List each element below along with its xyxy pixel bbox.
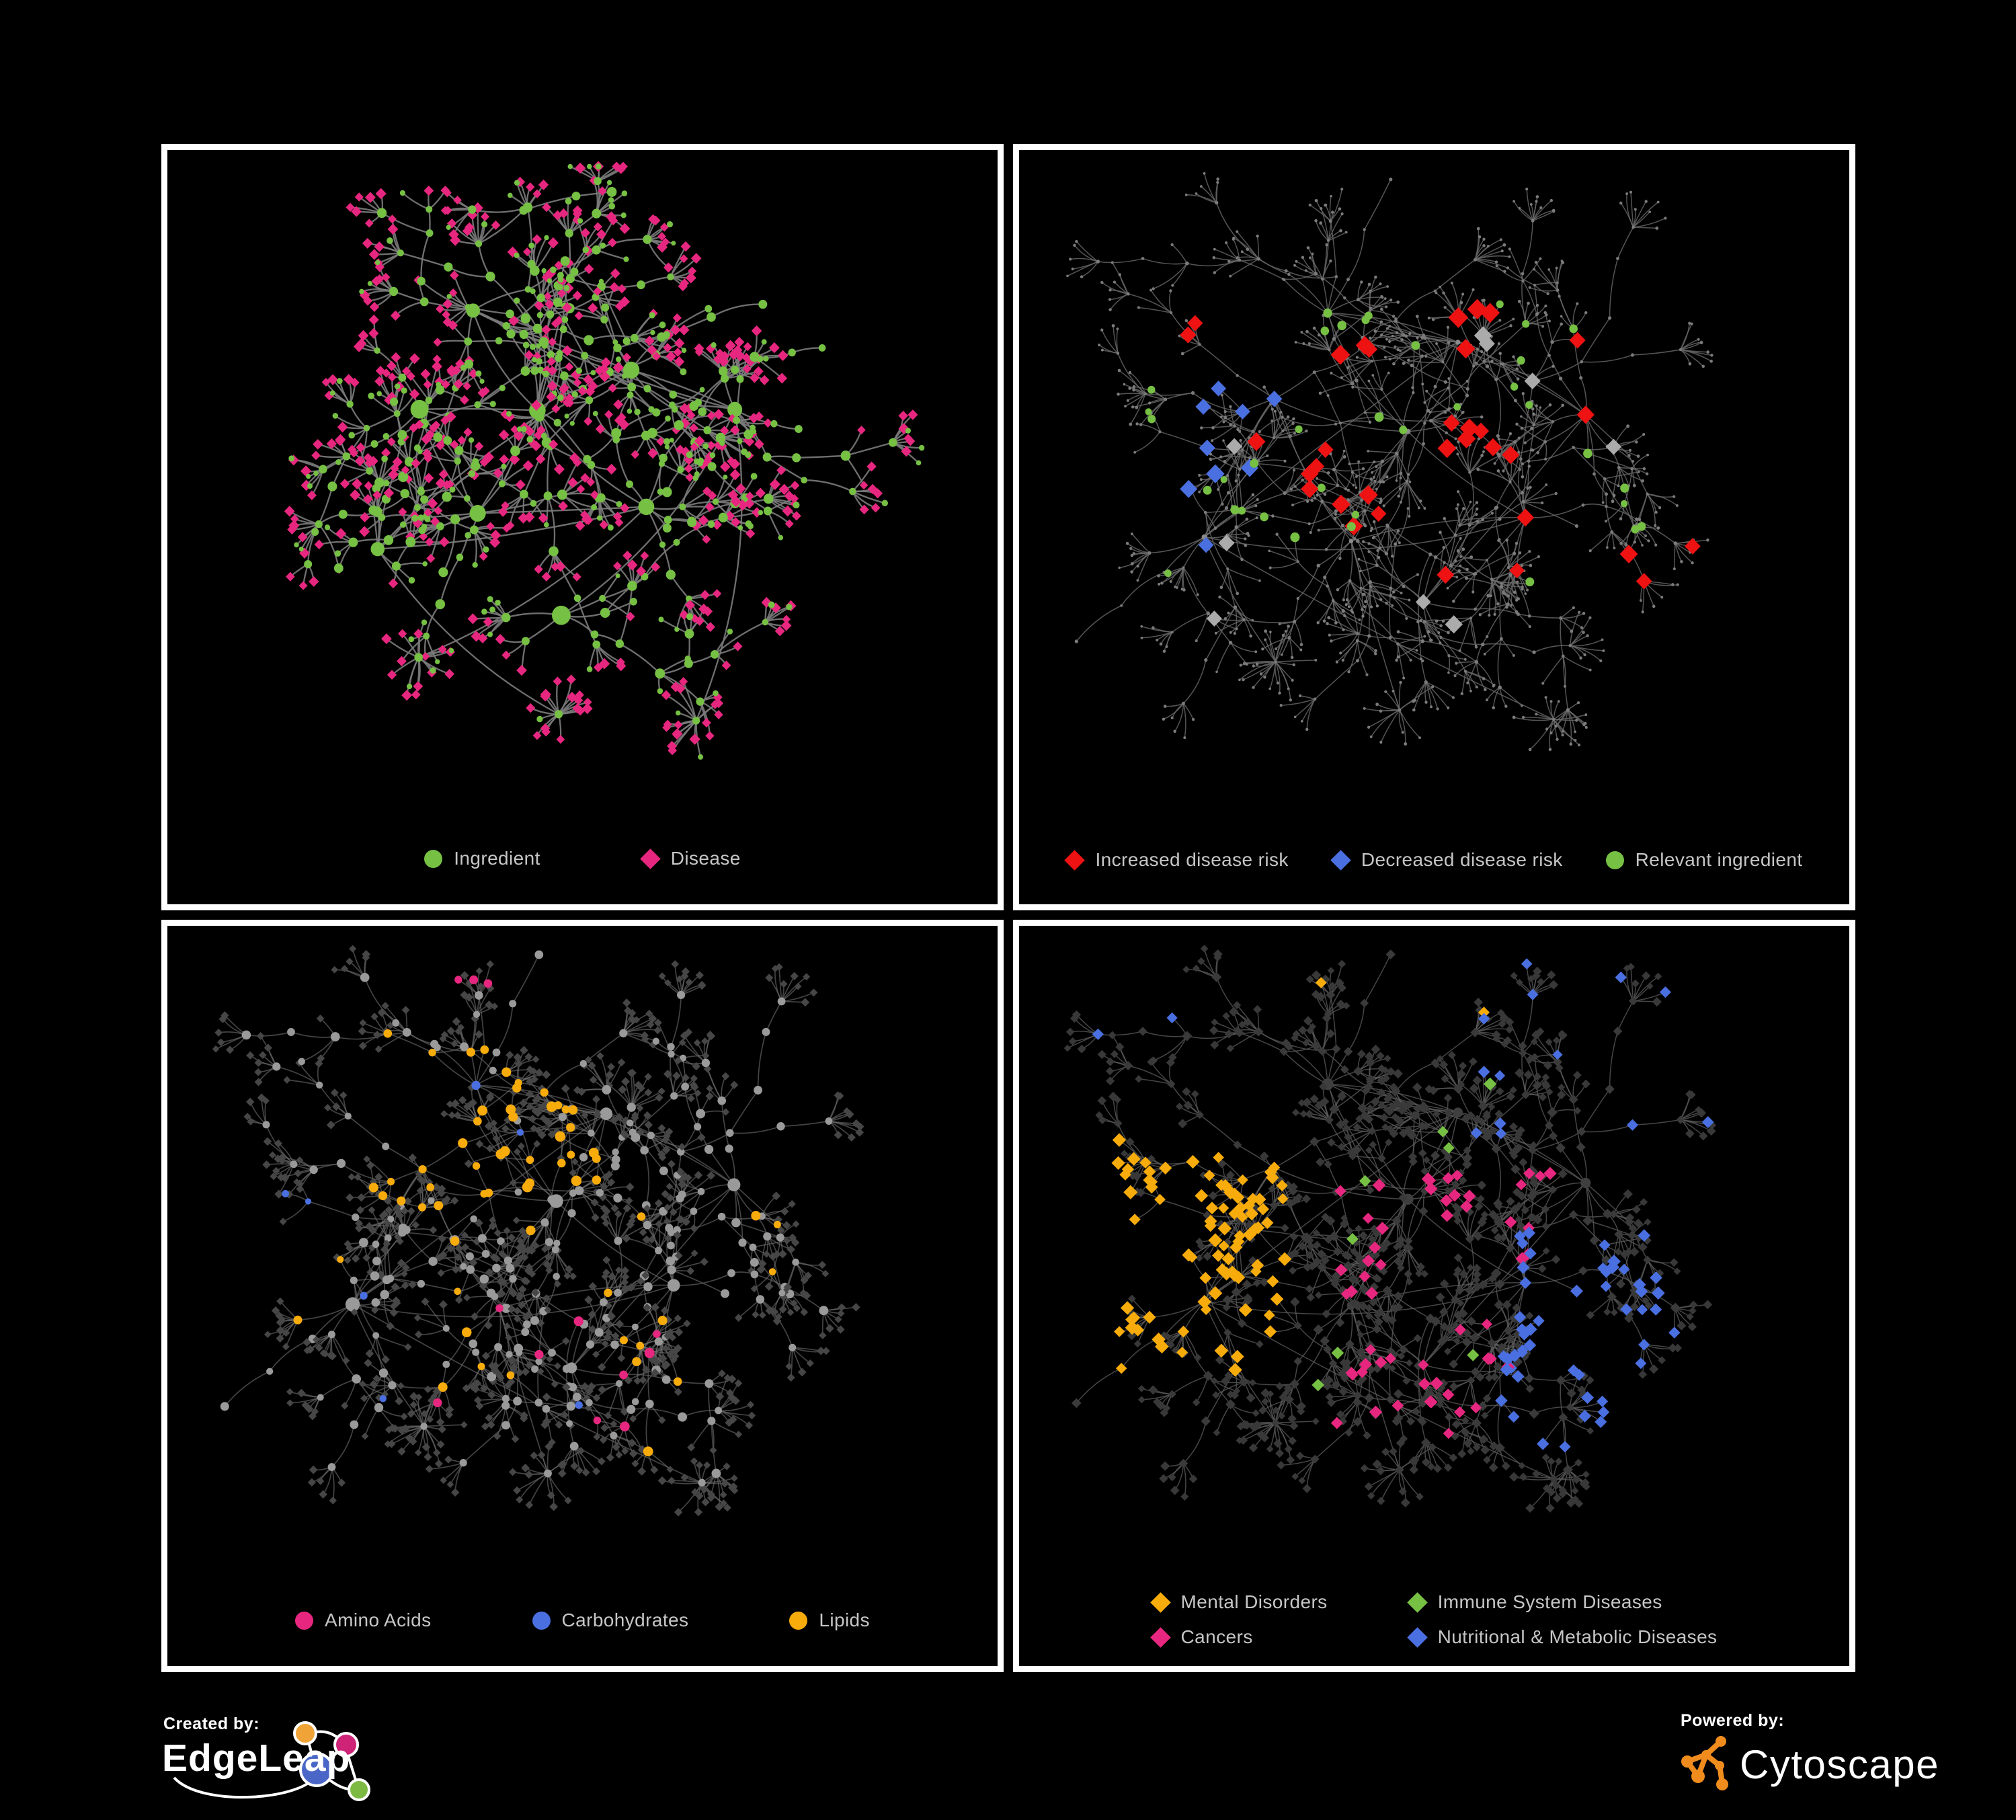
mental-disorders-diamond-icon [1150, 1591, 1171, 1613]
legend-label: Increased disease risk [1095, 849, 1289, 870]
legend-item: Decreased disease risk [1330, 849, 1563, 871]
ingredient-disease-network-canvas [284, 161, 925, 760]
legend-item: Lipids [789, 1610, 870, 1631]
disease-diamond-icon [640, 848, 661, 869]
panel-nutrient-class: Amino Acids Carbohydrates Lipids [161, 920, 1004, 1672]
legend-item: Ingredient [424, 848, 540, 869]
legend-label: Immune System Diseases [1437, 1591, 1662, 1612]
edgeleap-logo [173, 1721, 370, 1801]
immune-system-diseases-diamond-icon [1406, 1591, 1428, 1613]
edgeleap-blue-node [299, 1752, 334, 1787]
nutrient-class-legend: Amino Acids Carbohydrates Lipids [167, 1610, 998, 1666]
legend-item: Amino Acids [295, 1610, 431, 1631]
legend-item: Disease [640, 848, 741, 869]
nutritional-metabolic-diseases-diamond-icon [1406, 1626, 1428, 1648]
legend-label: Mental Disorders [1180, 1591, 1328, 1612]
disease-category-network-canvas [1063, 945, 1717, 1513]
cancers-diamond-icon [1150, 1626, 1171, 1648]
edgeleap-wordmark: EdgeLeap [162, 1737, 351, 1780]
created-by-label: Created by: [163, 1714, 260, 1733]
legend-item: Immune System Diseases [1406, 1591, 1718, 1613]
panel-disease-category: Mental Disorders Immune System Diseases … [1013, 920, 1855, 1672]
cytoscape-wordmark: Cytoscape [1740, 1741, 1939, 1787]
legend-label: Decreased disease risk [1361, 849, 1563, 870]
legend-item: Relevant ingredient [1605, 849, 1803, 871]
edgeleap-green-node [348, 1778, 370, 1801]
disease-risk-network-canvas [1066, 171, 1713, 752]
decreased-risk-diamond-icon [1330, 849, 1351, 871]
edgeleap-pink-node [333, 1732, 359, 1757]
legend-label: Relevant ingredient [1635, 849, 1803, 870]
legend-label: Cancers [1180, 1626, 1253, 1647]
lipids-circle-icon [789, 1611, 808, 1630]
powered-by-label: Powered by: [1681, 1711, 1785, 1730]
legend-label: Disease [670, 848, 741, 869]
legend-label: Lipids [819, 1610, 870, 1630]
nutrient-class-network-canvas [212, 945, 864, 1517]
carbohydrates-circle-icon [532, 1611, 551, 1630]
panel-ingredient-disease: Ingredient Disease [161, 144, 1004, 910]
relevant-ingredient-circle-icon [1605, 850, 1624, 869]
legend-label: Nutritional & Metabolic Diseases [1437, 1626, 1718, 1647]
legend-item: Nutritional & Metabolic Diseases [1406, 1626, 1718, 1648]
cytoscape-branding: Powered by: [1681, 1711, 1963, 1798]
ingredient-disease-legend: Ingredient Disease [167, 848, 998, 904]
legend-label: Ingredient [454, 848, 540, 869]
legend-item: Carbohydrates [532, 1610, 689, 1631]
edgeleap-branding: Created by: EdgeLeap [162, 1713, 485, 1814]
legend-item: Cancers [1150, 1626, 1328, 1648]
disease-category-legend: Mental Disorders Immune System Diseases … [1019, 1591, 1849, 1673]
legend-item: Increased disease risk [1064, 849, 1289, 871]
edgeleap-orange-node [293, 1721, 317, 1745]
ingredient-circle-icon [424, 849, 443, 868]
cytoscape-logo [1681, 1736, 1728, 1790]
legend-label: Carbohydrates [561, 1610, 689, 1630]
panel-disease-risk: Increased disease risk Decreased disease… [1013, 144, 1855, 910]
increased-risk-diamond-icon [1064, 849, 1086, 871]
legend-label: Amino Acids [325, 1610, 432, 1630]
legend-item: Mental Disorders [1150, 1591, 1328, 1613]
amino-acids-circle-icon [295, 1611, 314, 1630]
disease-risk-legend: Increased disease risk Decreased disease… [1019, 849, 1849, 904]
